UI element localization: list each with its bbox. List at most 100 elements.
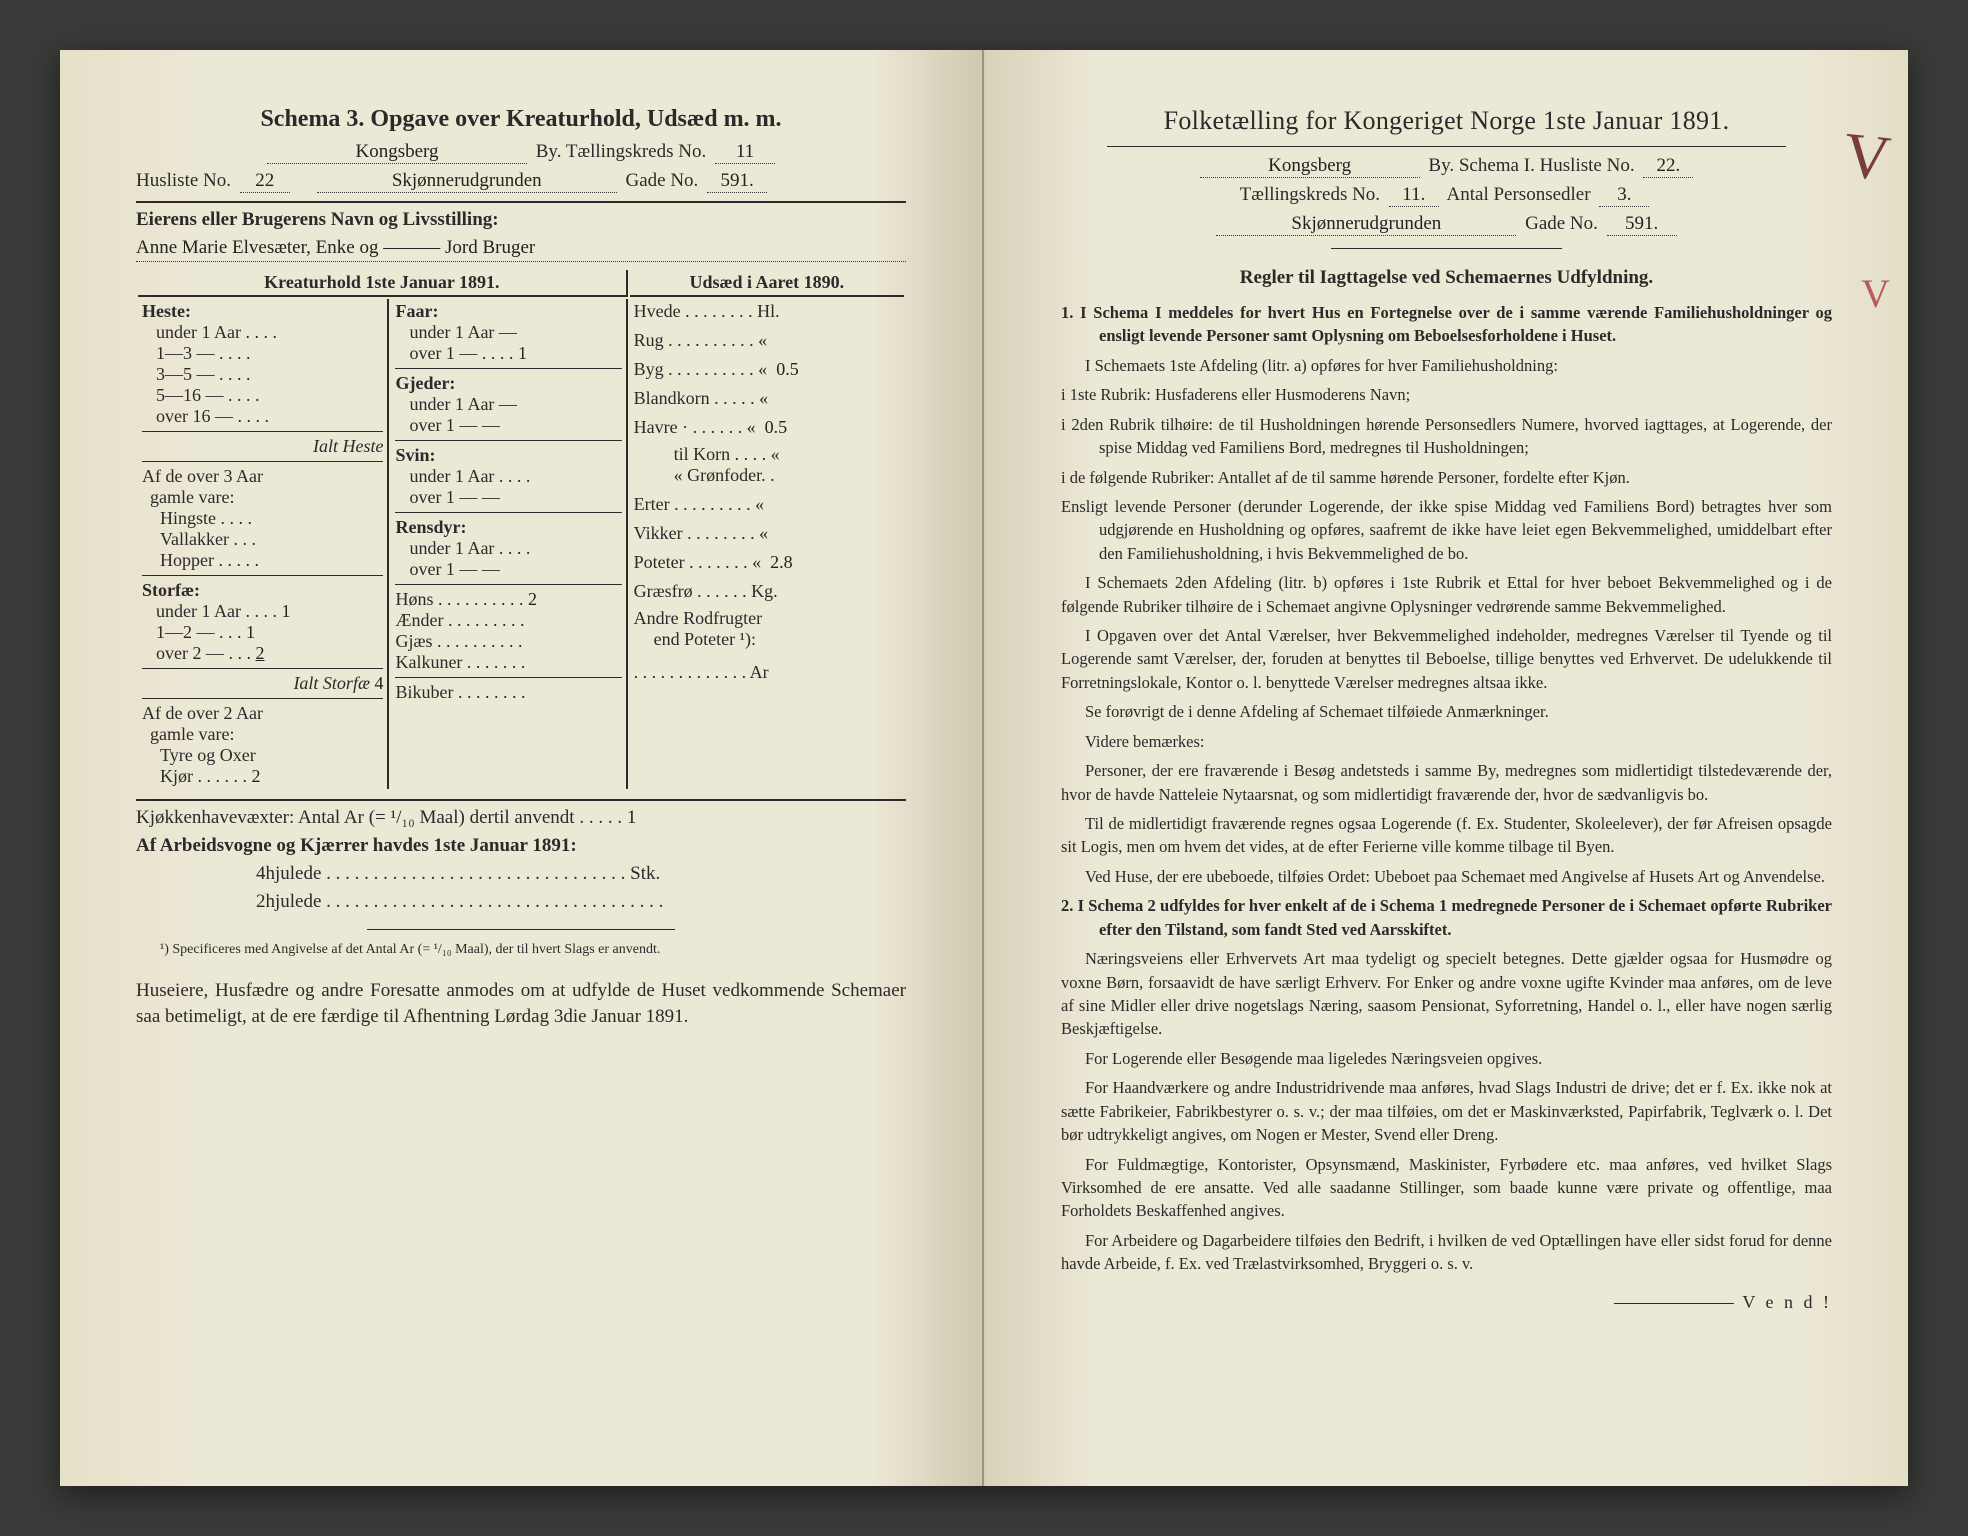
r2b: Næringsveiens eller Erhvervets Art maa t… <box>1061 947 1832 1041</box>
r-antal-label: Antal Personsedler <box>1447 184 1591 205</box>
r-kreds-label: Tællingskreds No. <box>1240 184 1380 205</box>
tilkorn: til Korn . . . . « <box>634 444 900 465</box>
bottom-note: Huseiere, Husfædre og andre Foresatte an… <box>136 978 906 1029</box>
faar-u1: under 1 Aar — <box>409 322 621 343</box>
ialt-sf-v: 4 <box>374 673 383 693</box>
heste-head: Heste: <box>142 301 383 322</box>
gronfoder: « Grønfoder. . <box>634 465 900 486</box>
sf-o2: over 2 — . . . <box>156 643 251 663</box>
hingste: Hingste . . . . <box>160 508 383 529</box>
hjul4: 4hjulede . . . . . . . . . . . . . . . .… <box>136 863 906 885</box>
right-page: V V Folketælling for Kongeriget Norge 1s… <box>984 50 1908 1486</box>
r-schema-label: By. Schema I. Husliste No. <box>1428 155 1634 176</box>
byg-v: 0.5 <box>776 359 799 379</box>
heste-u1: under 1 Aar . . . . <box>156 322 383 343</box>
heste-516: 5—16 — . . . . <box>156 385 383 406</box>
r1h: I Opgaven over det Antal Værelser, hver … <box>1061 624 1832 694</box>
faar-o1: over 1 — . . . . <box>409 343 513 363</box>
kalkuner: Kalkuner . . . . . . . <box>395 652 621 673</box>
kreds-no: 11 <box>715 141 775 164</box>
r1a: 1. I Schema I meddeles for hvert Hus en … <box>1061 303 1832 345</box>
hopper: Hopper . . . . . <box>160 550 383 571</box>
husliste-label: Husliste No. <box>136 170 231 191</box>
census-title: Folketælling for Kongeriget Norge 1ste J… <box>1061 106 1832 136</box>
gjeder-head: Gjeder: <box>395 373 621 394</box>
bikuber: Bikuber . . . . . . . . <box>395 682 621 703</box>
r1i: Se forøvrigt de i denne Afdeling af Sche… <box>1061 700 1832 723</box>
regler-head: Regler til Iagttagelse ved Schemaernes U… <box>1061 267 1832 289</box>
arbeids: Af Arbeidsvogne og Kjærrer havdes 1ste J… <box>136 835 906 857</box>
r1e: i de følgende Rubriker: Antallet af de t… <box>1061 466 1832 489</box>
r1d: i 2den Rubrik tilhøire: de til Husholdni… <box>1061 413 1832 460</box>
havre: Havre · . . . . . . « <box>634 417 756 437</box>
r2f: For Arbeidere og Dagarbeidere tilføies d… <box>1061 1229 1832 1276</box>
r-kreds-no: 11. <box>1389 184 1439 207</box>
r1g: I Schemaets 2den Afdeling (litr. b) opfø… <box>1061 571 1832 618</box>
kjokken-v: 1 <box>627 807 637 828</box>
faar-head: Faar: <box>395 301 621 322</box>
poteter-v: 2.8 <box>770 552 793 572</box>
kjor: Kjør . . . . . . <box>160 766 247 786</box>
vend: V e n d ! <box>1061 1292 1832 1313</box>
sv-o1: over 1 — — <box>409 487 621 508</box>
r2c: For Logerende eller Besøgende maa ligele… <box>1061 1047 1832 1070</box>
heste-35: 3—5 — . . . . <box>156 364 383 385</box>
r1c: i 1ste Rubrik: Husfaderens eller Husmode… <box>1061 383 1832 406</box>
af2: Af de over 2 Aar <box>142 703 383 724</box>
by-name: Kongsberg <box>267 141 527 164</box>
hjul2: 2hjulede . . . . . . . . . . . . . . . .… <box>136 891 906 913</box>
owner-value: Anne Marie Elvesæter, Enke og ——— Jord B… <box>136 237 906 262</box>
hons-v: 2 <box>528 589 537 609</box>
gamle: gamle vare: <box>142 487 383 508</box>
r2a: 2. I Schema 2 udfyldes for hver enkelt a… <box>1061 896 1832 938</box>
gj-o1: over 1 — — <box>409 415 621 436</box>
r2d: For Haandværkere og andre Industridriven… <box>1061 1076 1832 1146</box>
r-by-name: Kongsberg <box>1200 155 1420 178</box>
r1m: Ved Huse, der ere ubeboede, tilføies Ord… <box>1061 865 1832 888</box>
r1f: Ensligt levende Personer (derunder Loger… <box>1061 495 1832 565</box>
sf-12-v: 1 <box>246 622 255 642</box>
af3: Af de over 3 Aar <box>142 466 383 487</box>
r1j: Videre bemærkes: <box>1061 730 1832 753</box>
graesfro: Græsfrø . . . . . . Kg. <box>634 581 900 602</box>
gade-no: 591. <box>707 170 767 193</box>
poteter: Poteter . . . . . . . « <box>634 552 762 572</box>
sv-u1: under 1 Aar . . . . <box>409 466 621 487</box>
svin-head: Svin: <box>395 445 621 466</box>
rug: Rug . . . . . . . . . . « <box>634 330 900 351</box>
rules-body: 1. I Schema I meddeles for hvert Hus en … <box>1061 301 1832 1276</box>
gj-u1: under 1 Aar — <box>409 394 621 415</box>
gade-name: Skjønnerudgrunden <box>317 170 617 193</box>
kjor-v: 2 <box>252 766 261 786</box>
margin-mark-v: V <box>1840 118 1894 196</box>
hons: Høns . . . . . . . . . . <box>395 589 523 609</box>
sf-u1-v: 1 <box>281 601 290 621</box>
andre: Andre Rodfrugter <box>634 608 900 629</box>
rd-o1: over 1 — — <box>409 559 621 580</box>
sf-o2-v: 2 <box>255 643 264 663</box>
r-gade-no: 591. <box>1607 213 1677 236</box>
r-antal-no: 3. <box>1599 184 1649 207</box>
ialt-heste: Ialt Heste <box>142 436 383 457</box>
by-suffix: By. Tællingskreds No. <box>536 141 706 162</box>
tyre: Tyre og Oxer <box>160 745 383 766</box>
gade-label: Gade No. <box>626 170 699 191</box>
r1l: Til de midlertidigt fraværende regnes og… <box>1061 812 1832 859</box>
rensdyr-head: Rensdyr: <box>395 517 621 538</box>
heste-13: 1—3 — . . . . <box>156 343 383 364</box>
ialt-sf: Ialt Storfæ <box>293 673 370 693</box>
sf-12: 1—2 — . . . <box>156 622 242 642</box>
ar: . . . . . . . . . . . . . Ar <box>634 662 900 683</box>
r1k: Personer, der ere fraværende i Besøg and… <box>1061 759 1832 806</box>
endpot: end Poteter ¹): <box>634 629 900 650</box>
sf-u1: under 1 Aar . . . . <box>156 601 277 621</box>
erter: Erter . . . . . . . . . « <box>634 494 900 515</box>
faar-o1-v: 1 <box>518 343 527 363</box>
husliste-no: 22 <box>240 170 290 193</box>
r-husliste-no: 22. <box>1643 155 1693 178</box>
rd-u1: under 1 Aar . . . . <box>409 538 621 559</box>
col2-head: Udsæd i Aaret 1890. <box>630 270 904 297</box>
col1-head: Kreaturhold 1ste Januar 1891. <box>138 270 628 297</box>
havre-v: 0.5 <box>765 417 788 437</box>
margin-mark-v2: V <box>1861 270 1890 317</box>
